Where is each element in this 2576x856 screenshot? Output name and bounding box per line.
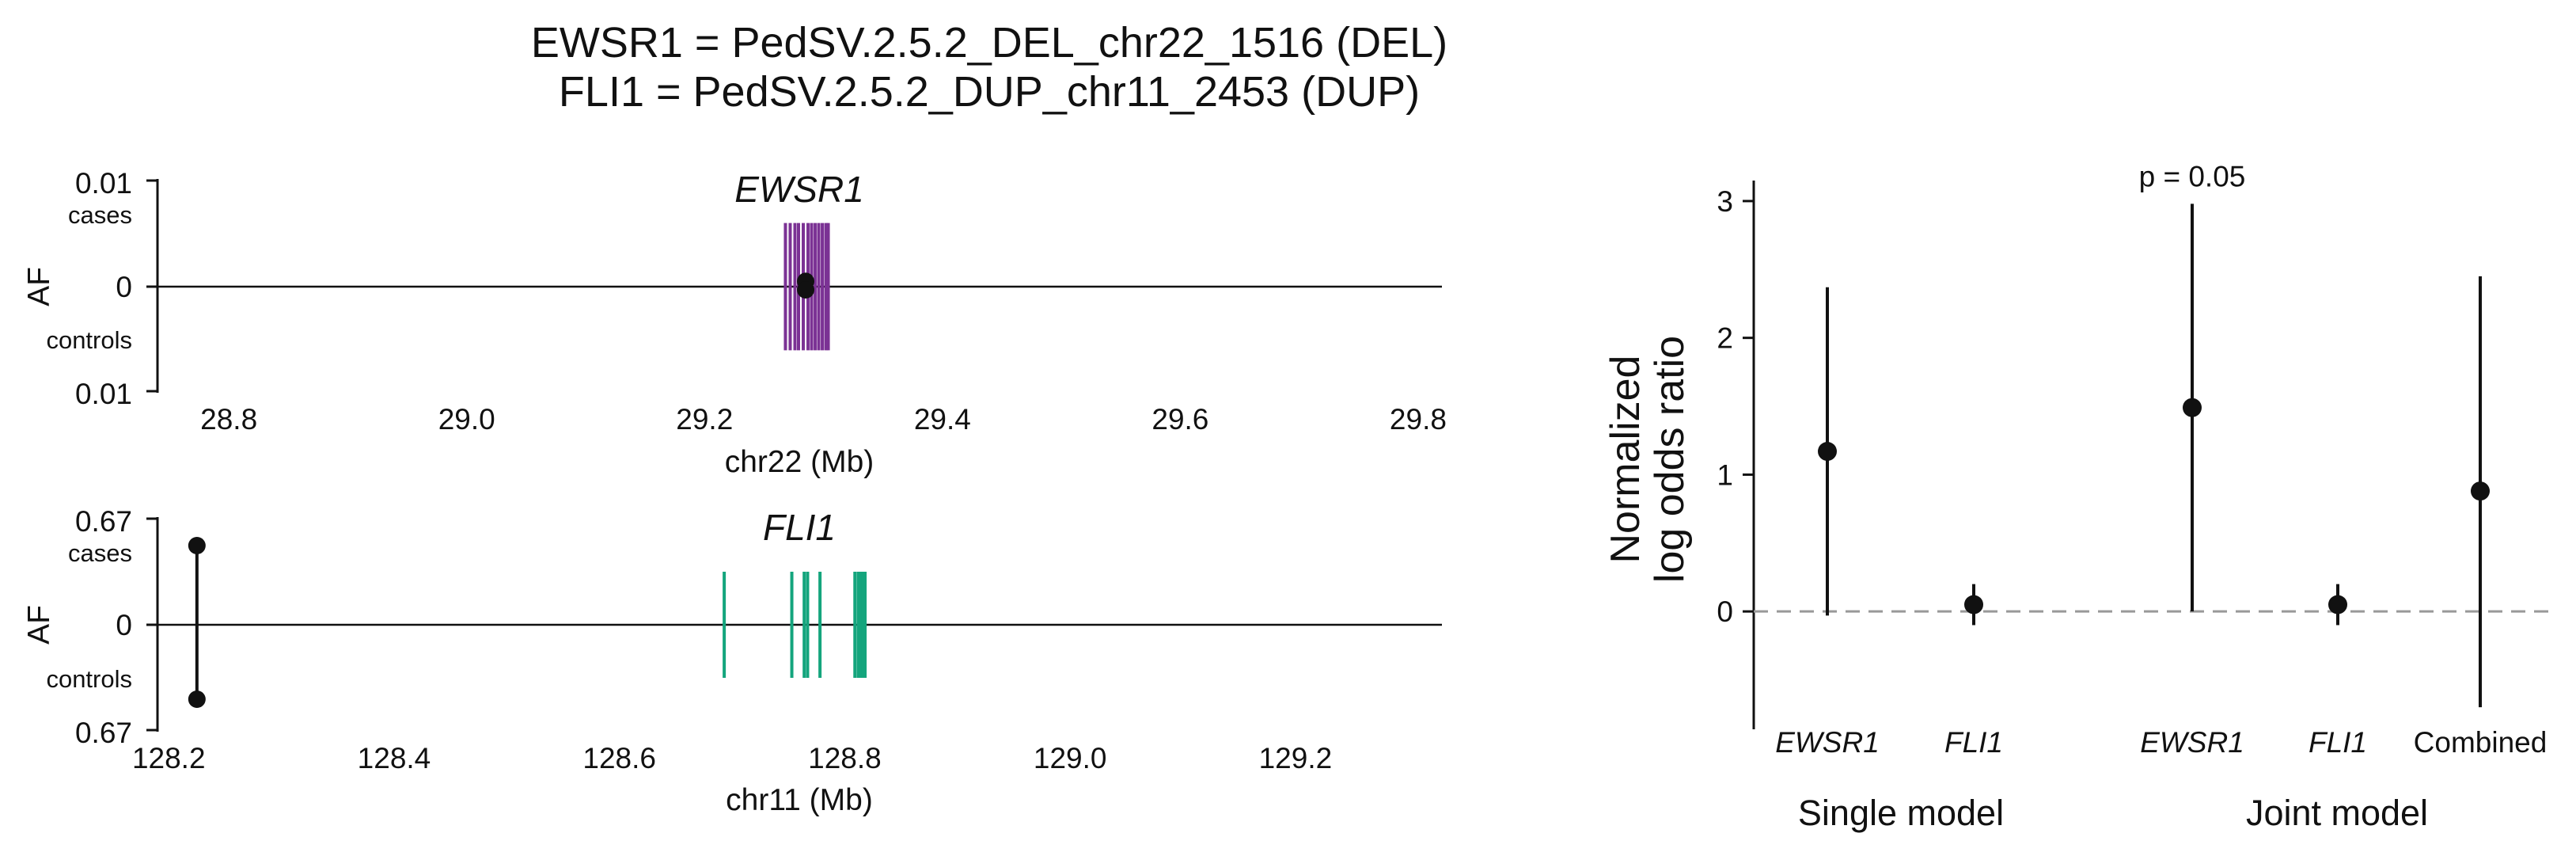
ewsr1-xtick-4: 29.6: [1151, 403, 1208, 436]
fli1-variant-marks: [188, 537, 206, 708]
ewsr1-exon-track: [783, 223, 830, 351]
ewsr1-xtick-0: 28.8: [200, 403, 257, 436]
fli1-x-axis-ticks: 128.2 128.4 128.6 128.8 129.0 129.2: [132, 742, 1332, 774]
odds-ratio-panel: Normalized log odds ratio 0 1 2 3 EWSR1 FLI1…: [1603, 160, 2556, 833]
fli1-ytick-zero: 0: [116, 609, 132, 641]
or-xtick-1: FLI1: [1944, 726, 2003, 759]
figure-title-line1: EWSR1 = PedSV.2.5.2_DEL_chr22_1516 (DEL): [531, 19, 1447, 67]
p-value-annotation: p = 0.05: [2139, 160, 2246, 192]
or-point-3: [2328, 595, 2347, 614]
or-xtick-0: EWSR1: [1775, 726, 1880, 759]
or-point-0: [1818, 442, 1837, 462]
or-ytick-0: 0: [1717, 595, 1733, 628]
group-label-joint: Joint model: [2246, 793, 2428, 833]
ewsr1-y-axis-label: AF: [22, 267, 56, 306]
ewsr1-ytick-top: 0.01: [75, 167, 132, 200]
or-point-2: [2183, 398, 2202, 417]
or-xtick-2: EWSR1: [2140, 726, 2244, 759]
or-xtick-4: Combined: [2414, 726, 2548, 759]
fli1-xtick-2: 128.6: [582, 742, 656, 774]
or-y-axis-label-line2: log odds ratio: [1647, 336, 1693, 583]
ewsr1-variant-marks: [797, 272, 815, 299]
ewsr1-xtick-2: 29.2: [676, 403, 733, 436]
fli1-variant-case-point: [188, 537, 206, 554]
ewsr1-xtick-3: 29.4: [914, 403, 971, 436]
ewsr1-x-axis-label: chr22 (Mb): [725, 445, 874, 479]
ewsr1-variant-control-point: [797, 281, 815, 299]
fli1-xtick-3: 128.8: [808, 742, 882, 774]
or-y-axis-ticks: 0 1 2 3: [1717, 185, 1754, 628]
ewsr1-cases-label: cases: [68, 201, 132, 229]
fli1-gene-title: FLI1: [763, 507, 836, 548]
ewsr1-locus-panel: EWSR1 0.01 cases 0 controls 0.01 AF 28.8…: [22, 167, 1447, 479]
fli1-exon-track: [723, 572, 867, 678]
ewsr1-ytick-bottom: 0.01: [75, 378, 132, 410]
group-label-single: Single model: [1798, 793, 2004, 833]
fli1-xtick-4: 129.0: [1034, 742, 1107, 774]
or-points: EWSR1 FLI1 EWSR1 FLI1 Combined: [1775, 204, 2547, 759]
fli1-xtick-1: 128.4: [358, 742, 431, 774]
fli1-y-axis-label: AF: [22, 605, 56, 645]
ewsr1-x-axis-ticks: 28.8 29.0 29.2 29.4 29.6 29.8: [200, 403, 1447, 436]
ewsr1-xtick-5: 29.8: [1390, 403, 1447, 436]
ewsr1-gene-title: EWSR1: [734, 169, 864, 210]
figure-title-line2: FLI1 = PedSV.2.5.2_DUP_chr11_2453 (DUP): [559, 68, 1420, 116]
fli1-xtick-5: 129.2: [1259, 742, 1333, 774]
fli1-locus-panel: FLI1 0.67 cases 0 controls 0.67 AF 128.2…: [22, 505, 1442, 817]
fli1-variant-control-point: [188, 691, 206, 708]
or-y-axis-label-line1: Normalized: [1603, 356, 1648, 564]
fli1-xtick-0: 128.2: [132, 742, 206, 774]
fli1-ytick-bottom: 0.67: [75, 717, 132, 749]
ewsr1-controls-label: controls: [46, 326, 132, 354]
or-ytick-3: 3: [1717, 185, 1733, 218]
or-ytick-2: 2: [1717, 322, 1733, 355]
or-xtick-3: FLI1: [2309, 726, 2367, 759]
or-point-1: [1964, 595, 1983, 614]
or-ytick-1: 1: [1717, 458, 1733, 491]
or-point-4: [2471, 481, 2490, 501]
ewsr1-ytick-zero: 0: [116, 271, 132, 303]
fli1-cases-label: cases: [68, 539, 132, 567]
fli1-ytick-top: 0.67: [75, 505, 132, 538]
ewsr1-xtick-1: 29.0: [438, 403, 495, 436]
fli1-x-axis-label: chr11 (Mb): [726, 783, 873, 817]
fli1-controls-label: controls: [46, 665, 132, 693]
